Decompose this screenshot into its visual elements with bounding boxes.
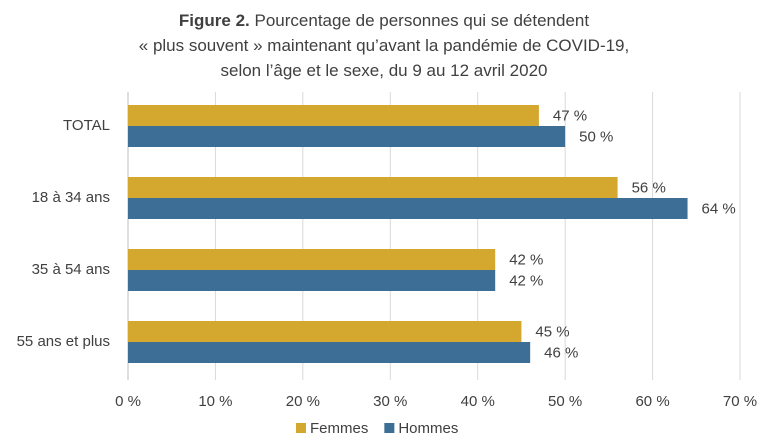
legend-label-femmes: Femmes <box>310 420 368 437</box>
x-tick-label: 40 % <box>461 393 495 410</box>
x-tick-label: 60 % <box>635 393 669 410</box>
x-tick-label: 0 % <box>115 393 141 410</box>
data-label: 64 % <box>702 201 736 218</box>
bar-femmes <box>128 249 496 270</box>
category-label: TOTAL <box>63 117 110 134</box>
bar-hommes <box>128 342 531 363</box>
title-line-3: selon l’âge et le sexe, du 9 au 12 avril… <box>220 61 548 80</box>
title-line-1: Figure 2. Pourcentage de personnes qui s… <box>0 8 768 33</box>
legend-label-hommes: Hommes <box>398 420 458 437</box>
x-tick-label: 30 % <box>373 393 407 410</box>
data-label: 50 % <box>579 129 613 146</box>
bar-hommes <box>128 126 566 147</box>
category-label: 18 à 34 ans <box>32 189 110 206</box>
title-text-1: Pourcentage de personnes qui se détenden… <box>254 11 590 30</box>
data-label: 42 % <box>509 252 543 269</box>
x-tick-label: 20 % <box>286 393 320 410</box>
x-tick-label: 10 % <box>198 393 232 410</box>
data-label: 56 % <box>632 180 666 197</box>
bar-femmes <box>128 321 522 342</box>
bar-hommes <box>128 270 496 291</box>
data-label: 42 % <box>509 273 543 290</box>
legend-swatch-femmes <box>296 423 306 433</box>
data-label: 45 % <box>535 324 569 341</box>
bar-femmes <box>128 105 539 126</box>
title-line-2: « plus souvent » maintenant qu’avant la … <box>138 36 630 55</box>
bar-femmes <box>128 177 618 198</box>
figure-number: Figure 2. <box>178 11 250 30</box>
category-label: 55 ans et plus <box>17 333 110 350</box>
category-label: 35 à 54 ans <box>32 261 110 278</box>
bar-hommes <box>128 198 688 219</box>
chart-title: Figure 2. Pourcentage de personnes qui s… <box>0 8 768 83</box>
legend-swatch-hommes <box>384 423 395 433</box>
x-tick-label: 50 % <box>548 393 582 410</box>
x-tick-label: 70 % <box>723 393 757 410</box>
data-label: 47 % <box>553 108 587 125</box>
data-label: 46 % <box>544 345 578 362</box>
